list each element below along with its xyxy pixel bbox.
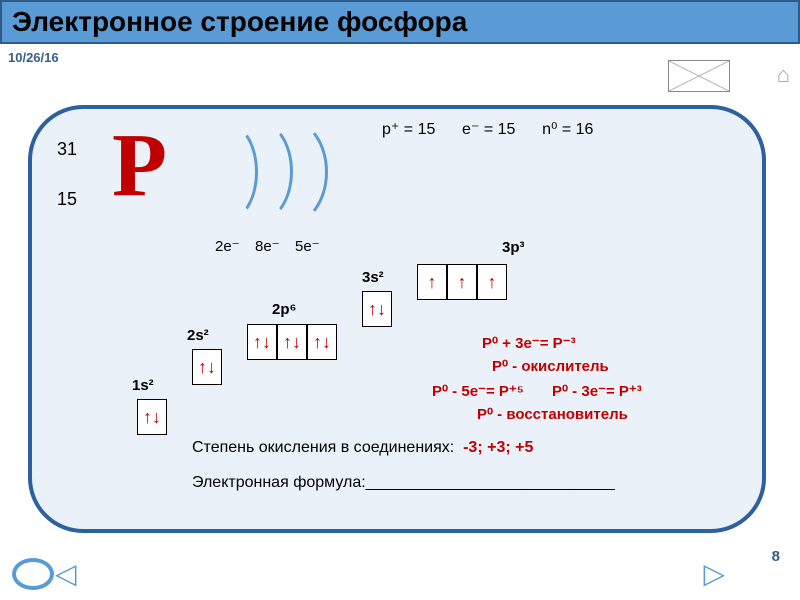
atomic-number: 15 <box>57 189 77 210</box>
redox-lose3: P⁰ - 3e⁻= P⁺³ <box>552 382 642 400</box>
orb-2s: ↑↓ <box>192 349 222 385</box>
slide-title: Электронное строение фосфора <box>0 0 800 44</box>
redox-oxidizer: P⁰ - окислитель <box>492 357 609 375</box>
main-panel: 31 15 P 2e⁻ 8e⁻ 5e⁻ p⁺ = 15 e⁻ = 15 n⁰ =… <box>28 105 766 533</box>
label-3s: 3s² <box>362 269 384 286</box>
label-2p: 2p⁶ <box>272 301 296 318</box>
prev-button[interactable]: ◁ <box>55 557 77 590</box>
label-1s: 1s² <box>132 377 154 394</box>
particle-counts: p⁺ = 15 e⁻ = 15 n⁰ = 16 <box>382 119 593 139</box>
orb-1s: ↑↓ <box>137 399 167 435</box>
label-2s: 2s² <box>187 327 209 344</box>
oxidation-states: Степень окисления в соединениях: -3; +3;… <box>192 439 533 457</box>
next-button[interactable]: ▷ <box>703 557 725 590</box>
orb-3p2: ↑ <box>447 264 477 300</box>
ring-decoration <box>12 558 54 590</box>
electron-shells <box>202 124 342 234</box>
image-placeholder <box>668 60 730 92</box>
orb-2p1: ↑↓ <box>247 324 277 360</box>
orb-3p3: ↑ <box>477 264 507 300</box>
orb-2p2: ↑↓ <box>277 324 307 360</box>
mass-number: 31 <box>57 139 77 160</box>
orb-3p1: ↑ <box>417 264 447 300</box>
page-number: 8 <box>772 548 780 565</box>
shell-1-label: 2e⁻ <box>215 237 240 255</box>
redox-reducer: P⁰ - восстановитель <box>477 405 628 423</box>
home-icon[interactable]: ⌂ <box>777 62 790 88</box>
label-3p: 3p³ <box>502 239 525 256</box>
electronic-formula: Электронная формула:____________________… <box>192 474 615 492</box>
shell-2-label: 8e⁻ <box>255 237 280 255</box>
orb-3s: ↑↓ <box>362 291 392 327</box>
redox-lose5: P⁰ - 5e⁻= P⁺⁵ <box>432 382 524 400</box>
redox-gain: P⁰ + 3e⁻= P⁻³ <box>482 334 576 352</box>
shell-3-label: 5e⁻ <box>295 237 320 255</box>
orb-2p3: ↑↓ <box>307 324 337 360</box>
element-symbol: P <box>112 114 167 217</box>
